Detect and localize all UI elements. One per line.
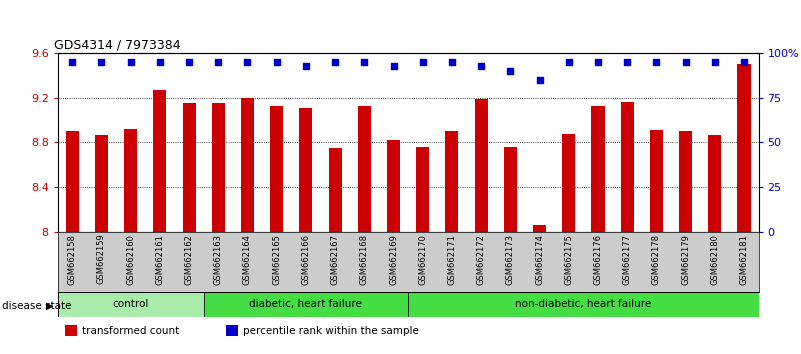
Bar: [562, 133, 575, 232]
Text: GSM662178: GSM662178: [652, 234, 661, 285]
Text: GSM662167: GSM662167: [331, 234, 340, 285]
Text: GSM662165: GSM662165: [272, 234, 281, 285]
Bar: [679, 131, 692, 232]
Text: GSM662181: GSM662181: [739, 234, 748, 285]
Bar: [153, 90, 167, 232]
Text: percentile rank within the sample: percentile rank within the sample: [244, 326, 419, 336]
Point: [328, 59, 341, 65]
Text: GSM662158: GSM662158: [68, 234, 77, 285]
Text: GSM662164: GSM662164: [243, 234, 252, 285]
Bar: [328, 148, 342, 232]
Text: GSM662159: GSM662159: [97, 234, 106, 284]
Point: [417, 59, 429, 65]
Bar: [650, 130, 663, 232]
Text: GSM662179: GSM662179: [681, 234, 690, 285]
Bar: [738, 64, 751, 232]
Text: non-diabetic, heart failure: non-diabetic, heart failure: [515, 299, 651, 309]
Bar: [621, 102, 634, 232]
Bar: [58, 292, 203, 317]
Text: transformed count: transformed count: [83, 326, 179, 336]
Text: GSM662173: GSM662173: [505, 234, 515, 285]
Point: [533, 77, 546, 83]
Text: GSM662169: GSM662169: [389, 234, 398, 285]
Text: diabetic, heart failure: diabetic, heart failure: [249, 299, 362, 309]
Point: [387, 63, 400, 68]
Text: GSM662162: GSM662162: [184, 234, 194, 285]
Text: GSM662171: GSM662171: [448, 234, 457, 285]
Text: disease state: disease state: [2, 301, 72, 311]
Point: [183, 59, 195, 65]
Point: [212, 59, 225, 65]
Point: [300, 63, 312, 68]
Bar: [533, 225, 546, 232]
Point: [358, 59, 371, 65]
Point: [504, 68, 517, 74]
Bar: [95, 135, 108, 232]
Bar: [124, 129, 137, 232]
Text: GSM662180: GSM662180: [710, 234, 719, 285]
Text: GSM662170: GSM662170: [418, 234, 427, 285]
Text: GSM662163: GSM662163: [214, 234, 223, 285]
Text: GSM662161: GSM662161: [155, 234, 164, 285]
Text: GSM662176: GSM662176: [594, 234, 602, 285]
Bar: [408, 292, 759, 317]
Text: GSM662172: GSM662172: [477, 234, 485, 285]
Text: GSM662175: GSM662175: [564, 234, 574, 285]
Text: GSM662160: GSM662160: [127, 234, 135, 285]
Bar: [708, 135, 722, 232]
Bar: [203, 292, 408, 317]
Point: [445, 59, 458, 65]
Bar: [474, 99, 488, 232]
Bar: [387, 140, 400, 232]
Point: [591, 59, 604, 65]
Bar: [241, 98, 254, 232]
Point: [95, 59, 108, 65]
Point: [270, 59, 283, 65]
Point: [124, 59, 137, 65]
Point: [650, 59, 662, 65]
Text: GSM662174: GSM662174: [535, 234, 544, 285]
Bar: [66, 131, 78, 232]
Text: GSM662168: GSM662168: [360, 234, 368, 285]
Point: [621, 59, 634, 65]
Point: [679, 59, 692, 65]
Point: [241, 59, 254, 65]
Text: GDS4314 / 7973384: GDS4314 / 7973384: [54, 39, 181, 52]
Bar: [504, 147, 517, 232]
Point: [738, 59, 751, 65]
Point: [475, 63, 488, 68]
Point: [154, 59, 167, 65]
Bar: [183, 103, 195, 232]
Text: ▶: ▶: [46, 301, 54, 311]
Bar: [417, 147, 429, 232]
Point: [708, 59, 721, 65]
Bar: [226, 325, 239, 336]
Point: [66, 59, 78, 65]
Bar: [211, 103, 225, 232]
Text: GSM662166: GSM662166: [301, 234, 311, 285]
Text: control: control: [112, 299, 149, 309]
Bar: [445, 131, 458, 232]
Bar: [300, 108, 312, 232]
Bar: [358, 105, 371, 232]
Bar: [591, 105, 605, 232]
Bar: [270, 105, 284, 232]
Text: GSM662177: GSM662177: [622, 234, 632, 285]
Point: [562, 59, 575, 65]
Bar: [65, 325, 77, 336]
